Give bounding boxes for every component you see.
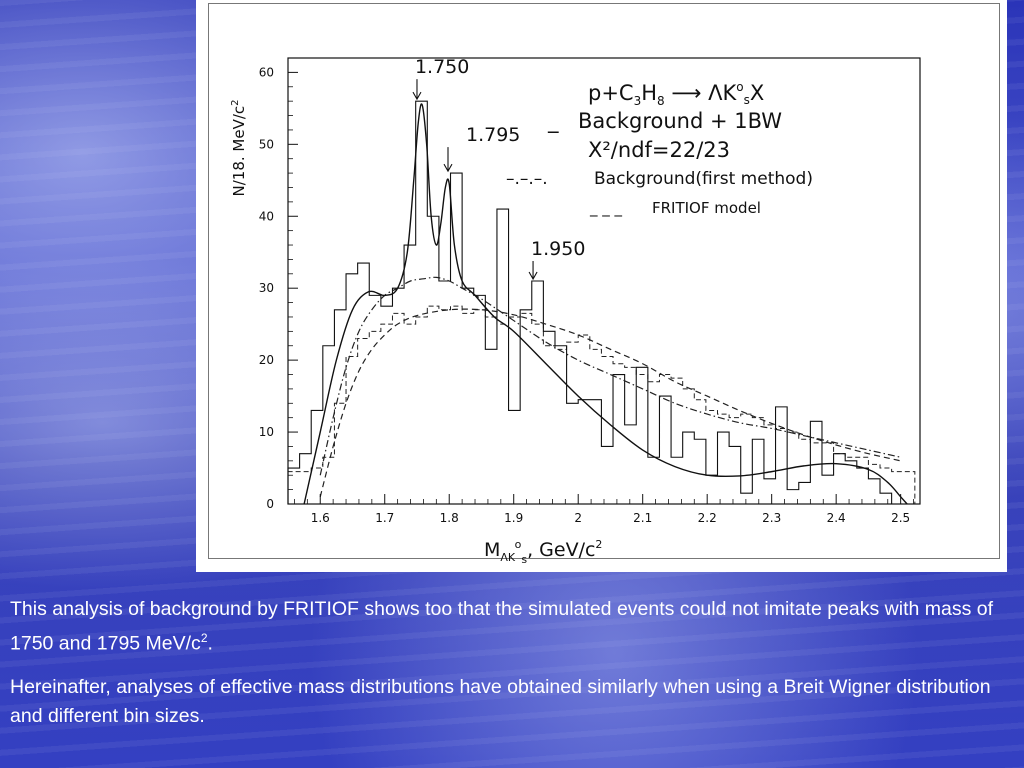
y-tick-label: 30 [259, 281, 274, 295]
x-axis-label-tail: , GeV/c [527, 539, 595, 561]
caption-paragraph-1: This analysis of background by FRITIOF s… [10, 595, 1010, 659]
x-tick-label: 1.6 [311, 511, 330, 525]
peak-arrow-head [443, 163, 453, 173]
reaction-rhs: ΛK [708, 81, 737, 105]
y-axis-label-main: N/18. MeV/c [230, 106, 248, 197]
x-axis-label: MΛKos, GeV/c2 [484, 538, 602, 566]
x-axis-label-tail-sup: 2 [595, 538, 602, 551]
reaction-lhs: p+C [588, 81, 634, 105]
reaction-h-sub: 8 [657, 94, 665, 108]
legend: p+C3H8 ⟶ ΛKosX _ Background + 1BW X²/ndf… [506, 80, 813, 218]
peak-label: 1.795 [466, 124, 520, 146]
legend-entry-fritiof-marker: _ _ _ [589, 199, 623, 218]
caption-p1-text: This analysis of background by FRITIOF s… [10, 598, 994, 655]
y-axis-label: N/18. MeV/c2 [230, 99, 248, 196]
y-tick-label: 20 [259, 353, 274, 367]
peak-annotations: 1.750 1.795 1.950 [412, 56, 585, 281]
x-axis-label-sub2: s [521, 553, 527, 566]
reaction-k-sup: o [736, 80, 743, 94]
x-tick-label: 1.9 [504, 511, 523, 525]
y-ticks: 0 10 20 30 40 50 60 [259, 65, 298, 511]
x-tick-label: 2.5 [891, 511, 910, 525]
data-histogram [287, 100, 904, 505]
legend-entry-fit: Background + 1BW [578, 109, 782, 133]
legend-entry-background-marker: –.–.–. [506, 169, 548, 189]
reaction-c-sub: 3 [634, 94, 642, 108]
peak-arrow-head [528, 271, 538, 281]
fit-curve [303, 103, 908, 505]
chart-frame [208, 3, 1000, 559]
peak-arrow-head [412, 91, 422, 101]
peak-label: 1.750 [415, 56, 469, 78]
reaction-label: p+C3H8 ⟶ ΛKosX [588, 80, 764, 108]
x-tick-label: 1.8 [440, 511, 459, 525]
x-axis-label-sup: o [515, 538, 522, 551]
legend-entry-fit-marker: _ [547, 109, 559, 134]
fritiof-curve [319, 308, 901, 497]
y-tick-label: 40 [259, 209, 274, 223]
fritiof-histogram [287, 305, 916, 504]
peak-label: 1.950 [531, 238, 585, 260]
caption-p1-end: . [207, 632, 213, 655]
legend-entry-chi2: X²/ndf=22/23 [588, 138, 730, 162]
reaction-k-sub: s [744, 93, 750, 107]
x-tick-label: 2.1 [633, 511, 652, 525]
mass-distribution-chart: 1.6 1.7 1.8 1.9 2 2.1 2.2 2.3 2.4 2.5 0 10 20 30 40 50… [230, 56, 921, 566]
x-tick-label: 1.7 [375, 511, 394, 525]
caption-p1-sup: 2 [200, 631, 208, 645]
legend-entry-fritiof: FRITIOF model [652, 199, 761, 217]
plot-area [287, 100, 916, 505]
chart-panel: 1.6 1.7 1.8 1.9 2 2.1 2.2 2.3 2.4 2.5 0 10 20 30 40 50… [196, 0, 1007, 572]
x-tick-label: 2.2 [698, 511, 717, 525]
y-axis-label-sup: 2 [230, 99, 241, 105]
y-tick-label: 60 [259, 65, 274, 79]
y-tick-label: 0 [266, 497, 274, 511]
caption-paragraph-2: Hereinafter, analyses of effective mass … [10, 676, 991, 727]
background-curve [319, 276, 901, 476]
reaction-arrow: ⟶ [665, 81, 708, 105]
x-ticks: 1.6 1.7 1.8 1.9 2 2.1 2.2 2.3 2.4 2.5 [294, 494, 914, 525]
x-axis-label-main: M [484, 539, 500, 561]
x-tick-label: 2 [574, 511, 582, 525]
x-tick-label: 2.3 [762, 511, 781, 525]
y-tick-label: 10 [259, 425, 274, 439]
x-axis-label-sub: ΛK [500, 551, 516, 564]
x-tick-label: 2.4 [827, 511, 846, 525]
reaction-h: H [641, 81, 657, 105]
legend-entry-background: Background(first method) [594, 169, 813, 189]
reaction-x: X [750, 81, 764, 105]
y-tick-label: 50 [259, 137, 274, 151]
